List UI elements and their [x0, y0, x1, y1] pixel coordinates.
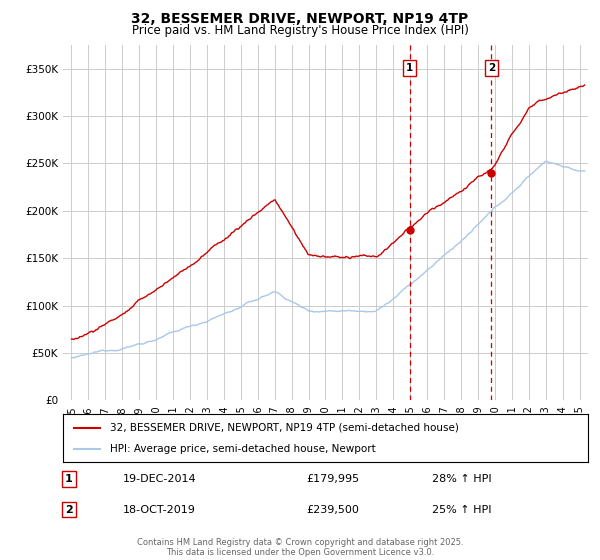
Text: £179,995: £179,995 [306, 474, 359, 484]
Text: HPI: Average price, semi-detached house, Newport: HPI: Average price, semi-detached house,… [110, 444, 376, 454]
Text: 1: 1 [406, 63, 413, 73]
Text: £239,500: £239,500 [306, 505, 359, 515]
Text: 2: 2 [65, 505, 73, 515]
Text: 25% ↑ HPI: 25% ↑ HPI [432, 505, 491, 515]
Text: Price paid vs. HM Land Registry's House Price Index (HPI): Price paid vs. HM Land Registry's House … [131, 24, 469, 36]
Text: 1: 1 [65, 474, 73, 484]
Text: 32, BESSEMER DRIVE, NEWPORT, NP19 4TP: 32, BESSEMER DRIVE, NEWPORT, NP19 4TP [131, 12, 469, 26]
Text: 18-OCT-2019: 18-OCT-2019 [123, 505, 196, 515]
Text: 32, BESSEMER DRIVE, NEWPORT, NP19 4TP (semi-detached house): 32, BESSEMER DRIVE, NEWPORT, NP19 4TP (s… [110, 423, 459, 433]
Text: 28% ↑ HPI: 28% ↑ HPI [432, 474, 491, 484]
Text: Contains HM Land Registry data © Crown copyright and database right 2025.
This d: Contains HM Land Registry data © Crown c… [137, 538, 463, 557]
Text: 19-DEC-2014: 19-DEC-2014 [123, 474, 197, 484]
Text: 2: 2 [488, 63, 495, 73]
